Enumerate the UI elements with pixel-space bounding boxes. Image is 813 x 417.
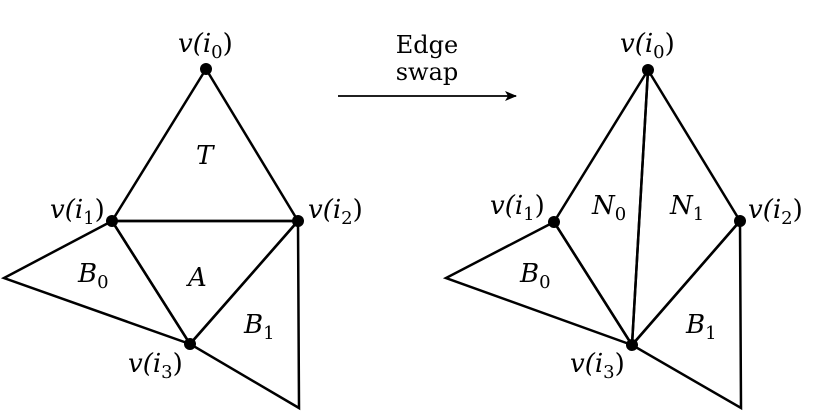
- left-vertex-label-i3: v(i3): [128, 349, 183, 383]
- right-triangle-B1: [630, 217, 743, 411]
- arrow-label-line1: Edge: [396, 31, 458, 59]
- right-vertex-label-i2: v(i2): [748, 195, 803, 229]
- right-face-label-N0: N0: [591, 191, 626, 225]
- left-vertex-label-i0: v(i0): [178, 29, 233, 63]
- left-face-label-B0: B0: [77, 259, 109, 293]
- right-vertex-i0: [642, 64, 654, 76]
- left-triangle-B0: [0, 219, 193, 347]
- right-vertex-label-i0: v(i0): [620, 29, 675, 63]
- left-face-label-A: A: [186, 263, 207, 293]
- right-vertex-i2: [734, 215, 746, 227]
- right-face-label-N1: N1: [669, 191, 704, 225]
- left-vertex-label-i1: v(i1): [50, 195, 105, 229]
- left-triangle-B1: [188, 217, 301, 411]
- left-face-label-B1: B1: [243, 310, 275, 344]
- right-mesh: v(i0) v(i1) v(i2) v(i3) N0 N1 B0 B1: [442, 29, 803, 411]
- right-vertex-i1: [548, 216, 560, 228]
- left-vertex-i0: [200, 63, 212, 75]
- right-face-label-B0: B0: [519, 259, 551, 293]
- left-mesh: v(i0) v(i1) v(i2) v(i3) T A B0 B1: [0, 29, 363, 411]
- right-face-label-B1: B1: [685, 310, 717, 344]
- left-vertex-i1: [106, 215, 118, 227]
- left-vertex-label-i2: v(i2): [308, 195, 363, 229]
- arrow-label-line2: swap: [396, 58, 459, 86]
- right-triangle-B0: [442, 220, 636, 348]
- left-vertex-i3: [184, 338, 196, 350]
- edge-swap-arrow: Edge swap: [338, 31, 517, 101]
- right-vertex-i3: [626, 339, 638, 351]
- right-vertex-label-i3: v(i3): [570, 349, 625, 383]
- right-vertex-label-i1: v(i1): [490, 191, 545, 225]
- left-vertex-i2: [292, 215, 304, 227]
- left-face-label-T: T: [196, 141, 215, 171]
